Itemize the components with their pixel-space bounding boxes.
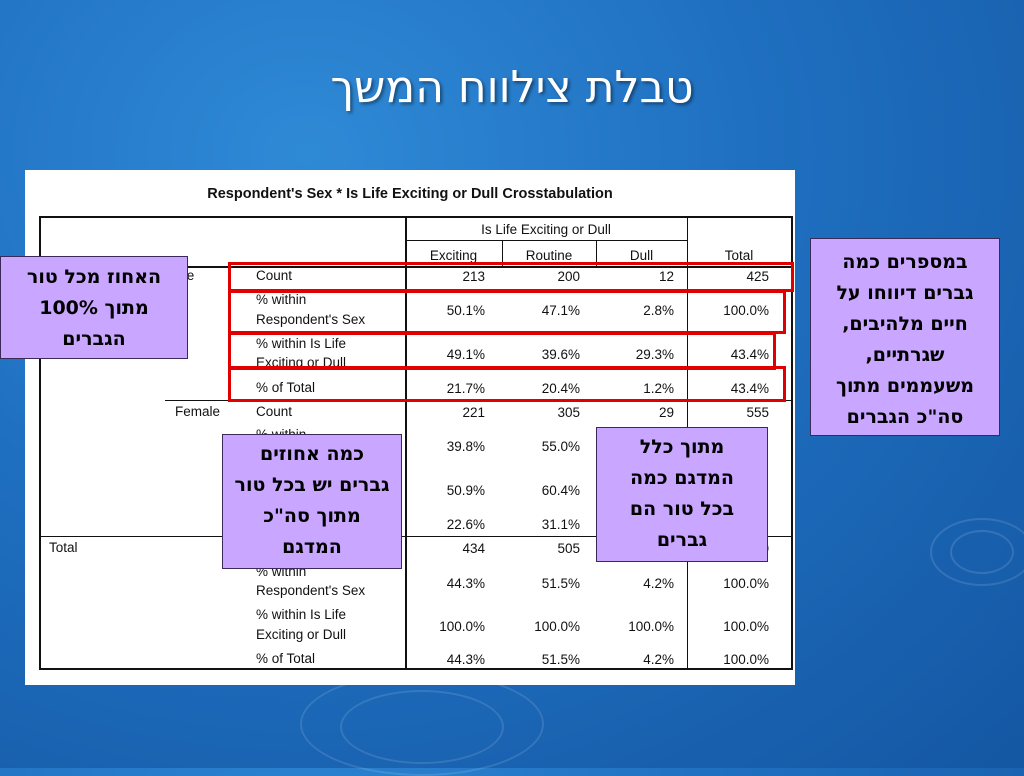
- cell-value: 100.0%: [723, 303, 769, 318]
- cell-value: 221: [462, 405, 485, 420]
- cell-value: 29: [658, 405, 674, 420]
- cell-value: 20.4%: [541, 381, 580, 396]
- row-label: Count: [256, 404, 293, 419]
- cell-value: 505: [557, 541, 580, 556]
- cell-value: 22.6%: [446, 517, 485, 532]
- group-header: Is Life Exciting or Dull: [481, 222, 611, 237]
- cell-value: 555: [746, 405, 769, 420]
- cell-value: 43.4%: [730, 381, 769, 396]
- cell-value: 51.5%: [541, 652, 580, 667]
- row-label: Count: [256, 268, 293, 283]
- cell-value: 39.6%: [541, 347, 580, 362]
- row-label: % of Total: [256, 380, 316, 395]
- row-label: Respondent's Sex: [256, 312, 366, 327]
- col-header-exciting: Exciting: [429, 248, 478, 263]
- cell-value: 305: [557, 405, 580, 420]
- cell-value: 55.0%: [541, 439, 580, 454]
- cell-value: 100.0%: [723, 652, 769, 667]
- cell-value: 47.1%: [541, 303, 580, 318]
- highlight-count-row: [228, 262, 794, 292]
- cell-value: 12: [658, 269, 674, 284]
- row-label: % of Total: [256, 651, 316, 666]
- cell-value: 2.8%: [643, 303, 674, 318]
- callout-column-percent: האחוז מכל טור מתוך 100% הגברים: [0, 256, 188, 359]
- cell-value: 200: [557, 269, 580, 284]
- cell-value: 100.0%: [723, 576, 769, 591]
- cell-value: 43.4%: [730, 347, 769, 362]
- row-label: % within Is Life: [256, 607, 347, 622]
- row-label: % within Is Life: [256, 336, 347, 351]
- row-label: % within: [256, 292, 307, 307]
- cell-value: 213: [462, 269, 485, 284]
- cell-value: 100.0%: [534, 619, 580, 634]
- callout-count: במספרים כמה גברים דיווחו על חיים מלהיבים…: [810, 238, 1000, 436]
- group-label-female: Female: [175, 404, 221, 419]
- callout-column-share: מתוך כלל המדגם כמה בכל טור הם גברים: [596, 427, 768, 562]
- cell-value: 434: [462, 541, 485, 556]
- col-header-total: Total: [724, 248, 754, 263]
- col-header-routine: Routine: [525, 248, 573, 263]
- cell-value: 44.3%: [446, 652, 485, 667]
- cell-value: 60.4%: [541, 483, 580, 498]
- row-label: Exciting or Dull: [256, 627, 347, 642]
- cell-value: 51.5%: [541, 576, 580, 591]
- cell-value: 4.2%: [643, 576, 674, 591]
- highlight-column-percent: [228, 332, 776, 370]
- cell-value: 50.1%: [446, 303, 485, 318]
- cell-value: 100.0%: [723, 619, 769, 634]
- row-label: Respondent's Sex: [256, 583, 366, 598]
- slide-title: טבלת צילווח המשך: [330, 62, 694, 113]
- cell-value: 49.1%: [446, 347, 485, 362]
- cell-value: 100.0%: [628, 619, 674, 634]
- highlight-total-percent: [228, 366, 786, 402]
- cell-value: 21.7%: [446, 381, 485, 396]
- group-label-total: Total: [49, 540, 78, 555]
- cell-value: 1.2%: [643, 381, 674, 396]
- cell-value: 44.3%: [446, 576, 485, 591]
- cell-value: 4.2%: [643, 652, 674, 667]
- cell-value: 425: [746, 269, 769, 284]
- cell-value: 39.8%: [446, 439, 485, 454]
- cell-value: 100.0%: [439, 619, 485, 634]
- cell-value: 50.9%: [446, 483, 485, 498]
- table-title: Respondent's Sex * Is Life Exciting or D…: [207, 186, 613, 202]
- highlight-row-percent: [228, 290, 786, 334]
- col-header-dull: Dull: [629, 248, 654, 263]
- cell-value: 29.3%: [635, 347, 674, 362]
- callout-total-percent: כמה אחוזים גברים יש בכל טור מתוך סה"כ המ…: [222, 434, 402, 569]
- cell-value: 31.1%: [541, 517, 580, 532]
